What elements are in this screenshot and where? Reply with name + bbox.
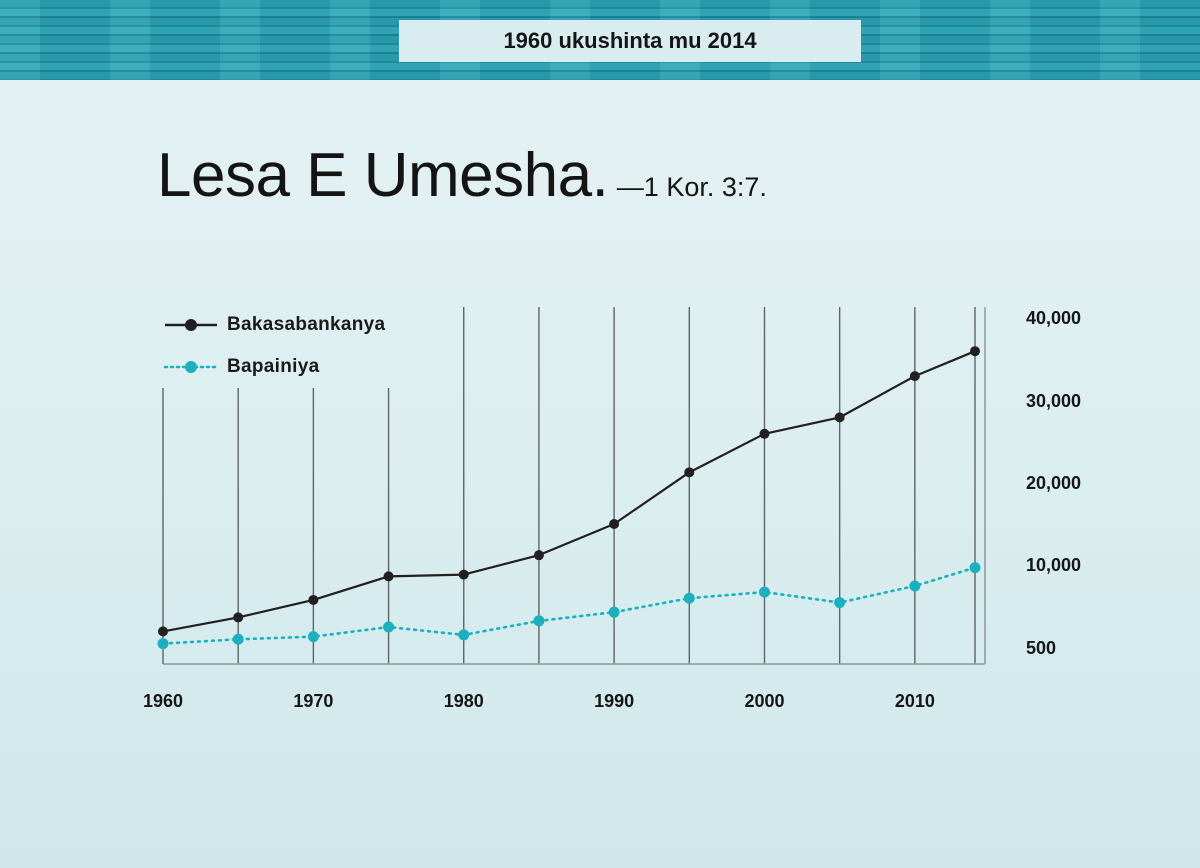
y-tick-label: 500	[1026, 638, 1056, 658]
y-tick-label: 30,000	[1026, 391, 1081, 411]
data-point	[383, 571, 394, 582]
legend-swatch-dotted	[163, 361, 219, 373]
series-line-publishers	[161, 350, 977, 633]
data-point	[308, 594, 319, 605]
legend-swatch-solid	[165, 319, 217, 331]
legend-label-pioneers: Bapainiya	[227, 356, 320, 377]
legend-label-publishers: Bakasabankanya	[227, 314, 386, 335]
x-tick-label: 2010	[895, 691, 935, 711]
data-point	[458, 629, 470, 641]
data-point	[969, 562, 981, 574]
data-point	[909, 371, 920, 382]
y-tick-label: 20,000	[1026, 473, 1081, 493]
x-tick-label: 1990	[594, 691, 634, 711]
data-point	[533, 550, 544, 561]
x-tick-label: 2000	[744, 691, 784, 711]
x-tick-label: 1960	[143, 691, 183, 711]
grid-lines	[162, 307, 976, 664]
data-point	[609, 519, 620, 529]
data-point	[232, 633, 244, 645]
y-tick-label: 10,000	[1026, 555, 1081, 575]
data-point	[834, 597, 846, 609]
data-point	[758, 586, 770, 598]
series-line-pioneers	[161, 566, 977, 645]
x-tick-labels: 1960 1970 1980 1990 2000 2010	[143, 691, 935, 711]
data-point	[157, 638, 169, 650]
data-point	[909, 580, 921, 592]
period-label: 1960 ukushinta mu 2014	[399, 20, 861, 62]
data-point	[759, 428, 770, 439]
page-heading: Lesa E Umesha. —1 Kor. 3:7.	[157, 140, 767, 211]
data-point	[307, 631, 319, 643]
x-tick-label: 1980	[444, 691, 484, 711]
x-tick-label: 1970	[293, 691, 333, 711]
heading-main: Lesa E Umesha.	[157, 141, 609, 210]
data-point	[683, 592, 695, 604]
data-point	[533, 615, 545, 627]
scripture-reference: —1 Kor. 3:7.	[616, 172, 767, 202]
y-tick-labels: 40,000 30,000 20,000 10,000 500	[1026, 308, 1081, 658]
series-layer	[157, 346, 981, 650]
data-point	[458, 569, 469, 580]
data-point	[158, 626, 168, 637]
chart-legend: Bakasabankanya Bapainiya	[163, 304, 385, 388]
data-point	[383, 621, 395, 633]
data-point	[834, 412, 845, 423]
legend-item-pioneers: Bapainiya	[163, 346, 385, 388]
data-point	[608, 606, 620, 618]
data-point	[684, 467, 695, 478]
data-point	[233, 612, 244, 623]
legend-item-publishers: Bakasabankanya	[163, 304, 385, 346]
data-point	[970, 346, 980, 357]
y-tick-label: 40,000	[1026, 308, 1081, 328]
